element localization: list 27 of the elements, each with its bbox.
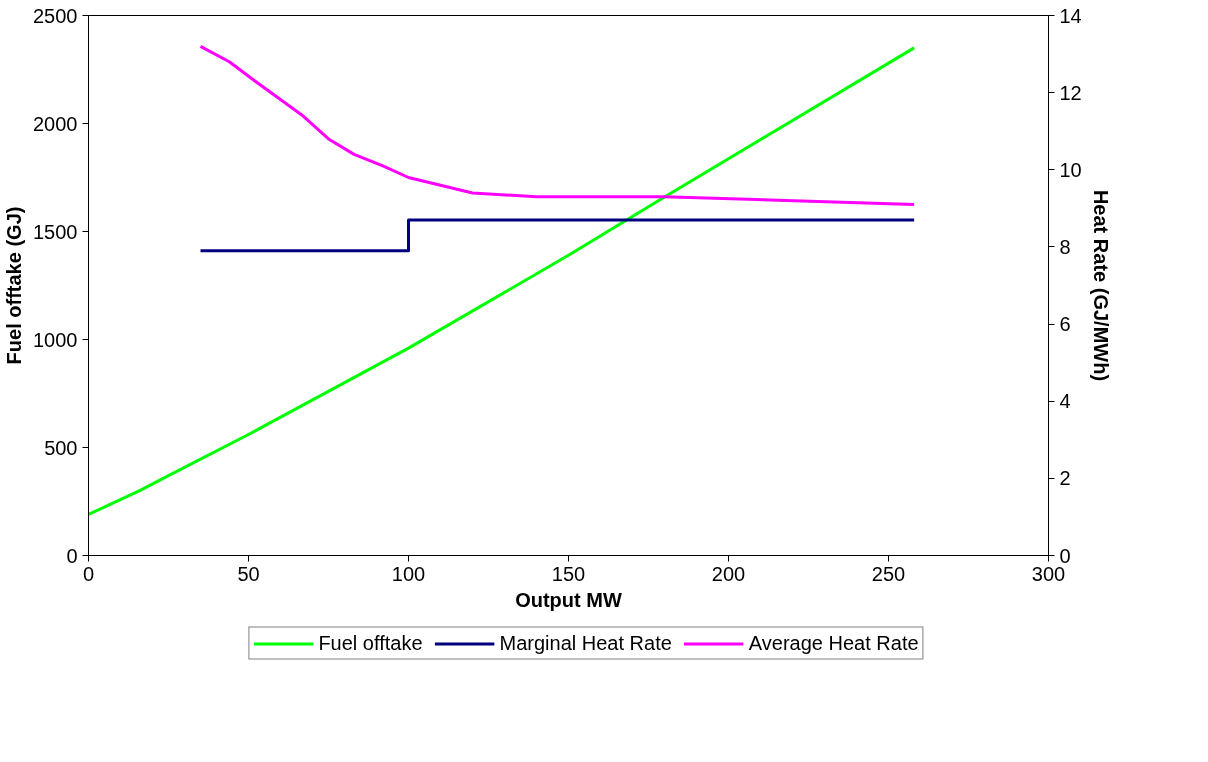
y2-tick-label: 6 (1059, 313, 1071, 336)
y2-tick-label: 2 (1059, 467, 1071, 490)
y-axis-title: Fuel offtake (GJ) (3, 206, 26, 365)
x-tick-label: 250 (871, 562, 906, 585)
x-tick-label: 150 (551, 562, 586, 585)
line-series (199, 44, 916, 206)
x-tick-label: 200 (711, 562, 746, 585)
x-tick-label: 100 (391, 562, 426, 585)
legend-label: Average Heat Rate (748, 631, 919, 655)
y-tick-label: 1000 (33, 328, 78, 351)
x-tick-label: 50 (237, 562, 260, 585)
y2-axis-title: Heat Rate (GJ/MWh) (1089, 189, 1112, 382)
y-tick-label: 2500 (33, 4, 78, 27)
y2-tick-label: 12 (1059, 81, 1082, 104)
legend-label: Marginal Heat Rate (499, 631, 672, 655)
x-tick-label: 0 (82, 562, 95, 585)
y-tick-label: 0 (66, 544, 78, 567)
y2-tick-label: 14 (1059, 4, 1082, 27)
y2-tick-label: 10 (1059, 158, 1082, 181)
y-tick-label: 2000 (33, 112, 78, 135)
y-tick-label: 1500 (33, 220, 78, 243)
x-axis-title: Output MW (515, 588, 622, 611)
line-series (88, 46, 916, 516)
y2-tick-label: 8 (1059, 235, 1071, 258)
legend-label: Fuel offtake (318, 631, 423, 655)
y2-tick-label: 4 (1059, 390, 1071, 413)
y-tick-label: 500 (44, 436, 78, 459)
